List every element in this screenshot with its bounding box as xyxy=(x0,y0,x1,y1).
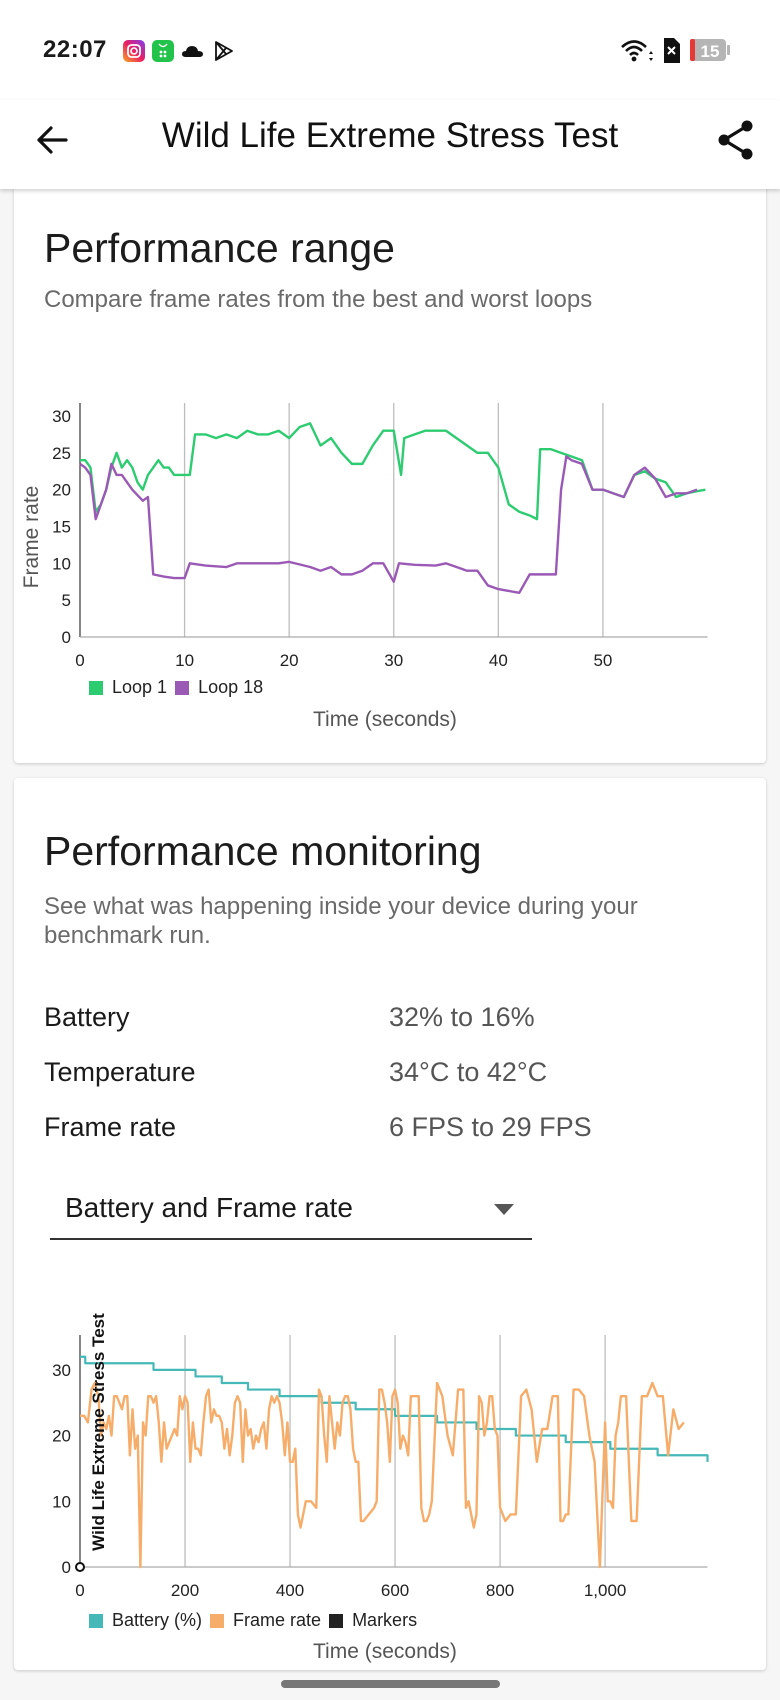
legend-label: Frame rate xyxy=(233,1610,322,1630)
battery-icon: 15 xyxy=(690,39,730,61)
y-tick-label: 15 xyxy=(52,518,71,537)
marker-point xyxy=(75,1562,85,1572)
x-tick-label: 600 xyxy=(381,1581,409,1600)
loop-18-line xyxy=(79,455,698,594)
performance-monitoring-subtitle: See what was happening inside your devic… xyxy=(44,893,638,949)
x-tick-label: 30 xyxy=(384,651,403,670)
frame-rate-line xyxy=(80,1381,685,1569)
legend-label: Markers xyxy=(352,1610,418,1630)
status-bar: 22:07 15 xyxy=(0,0,780,100)
loop-1-line xyxy=(80,422,706,521)
x-tick-label: 10 xyxy=(175,651,194,670)
legend-label: Battery (%) xyxy=(112,1610,203,1630)
legend-frame-rate[interactable]: Frame rate xyxy=(210,1610,321,1631)
loop-1-swatch xyxy=(89,680,103,695)
range-legend: Loop 1 Loop 18 xyxy=(89,677,271,698)
x-tick-label: 20 xyxy=(280,651,299,670)
legend-label: Loop 1 xyxy=(112,677,168,697)
loop-18-swatch xyxy=(175,680,190,695)
x-tick-label: 400 xyxy=(276,1581,304,1600)
y-tick-label: 20 xyxy=(52,481,71,500)
range-x-axis-title: Time (seconds) xyxy=(313,708,457,731)
stat-value: 32% to 16% xyxy=(389,1002,535,1032)
svg-text:15: 15 xyxy=(701,42,720,61)
x-tick-label: 1,000 xyxy=(584,1581,627,1600)
legend-loop-18[interactable]: Loop 18 xyxy=(175,677,263,698)
x-tick-label: 800 xyxy=(486,1581,514,1600)
y-tick-label: 20 xyxy=(52,1427,71,1446)
x-tick-label: 0 xyxy=(75,651,84,670)
x-tick-label: 200 xyxy=(171,1581,199,1600)
x-tick-label: 50 xyxy=(593,651,612,670)
y-tick-label: 10 xyxy=(52,1492,71,1511)
instagram-icon xyxy=(123,40,145,62)
x-tick-label: 40 xyxy=(489,651,508,670)
battery-swatch xyxy=(89,1613,103,1628)
stat-value: 6 FPS to 29 FPS xyxy=(389,1112,592,1142)
app-bar: Wild Life Extreme Stress Test xyxy=(0,100,780,189)
performance-range-title: Performance range xyxy=(44,225,395,271)
y-tick-label: 25 xyxy=(52,444,71,463)
legend-markers[interactable]: Markers xyxy=(329,1610,417,1631)
y-tick-label: 5 xyxy=(62,591,71,610)
y-tick-label: 0 xyxy=(62,1558,71,1577)
cloud-icon xyxy=(182,46,203,57)
stat-label: Temperature xyxy=(44,1057,196,1087)
monitoring-y-axis-title: Wild Life Extreme Stress Test xyxy=(89,1313,108,1551)
performance-monitoring-title: Performance monitoring xyxy=(44,828,482,874)
frame-rate-swatch xyxy=(210,1613,225,1628)
y-tick-label: 30 xyxy=(52,407,71,426)
dropdown-selected-value: Battery and Frame rate xyxy=(65,1192,353,1223)
chart-type-dropdown[interactable]: Battery and Frame rate xyxy=(50,1178,532,1240)
stat-value: 34°C to 42°C xyxy=(389,1057,548,1087)
battery--line xyxy=(80,1355,709,1462)
y-tick-label: 0 xyxy=(62,628,71,647)
home-indicator[interactable] xyxy=(281,1680,500,1688)
markers-swatch xyxy=(329,1613,344,1628)
y-tick-label: 30 xyxy=(52,1361,71,1380)
legend-loop-1[interactable]: Loop 1 xyxy=(89,677,167,698)
legend-battery[interactable]: Battery (%) xyxy=(89,1610,202,1631)
performance-range-chart: 0 10 20 30 40 50 0 5 10 15 20 25 30 xyxy=(52,403,708,670)
dropdown-arrow-icon xyxy=(494,1204,514,1215)
x-tick-label: 0 xyxy=(75,1581,84,1600)
status-time: 22:07 xyxy=(43,36,107,63)
page-title: Wild Life Extreme Stress Test xyxy=(161,116,619,155)
performance-range-card: Performance range Compare frame rates fr… xyxy=(14,185,766,763)
wifi-icon xyxy=(621,40,653,62)
back-button[interactable] xyxy=(32,120,72,160)
performance-range-subtitle: Compare frame rates from the best and wo… xyxy=(44,286,593,313)
store-app-icon xyxy=(152,40,174,62)
share-button[interactable] xyxy=(714,118,758,162)
play-store-icon xyxy=(215,41,233,61)
stat-label: Frame rate xyxy=(44,1112,177,1142)
legend-label: Loop 18 xyxy=(198,677,264,697)
stat-label: Battery xyxy=(44,1002,130,1032)
y-tick-label: 10 xyxy=(52,554,71,573)
monitoring-x-axis-title: Time (seconds) xyxy=(313,1640,457,1663)
no-sim-icon xyxy=(664,38,680,63)
monitoring-legend: Battery (%) Frame rate Markers xyxy=(89,1610,425,1631)
